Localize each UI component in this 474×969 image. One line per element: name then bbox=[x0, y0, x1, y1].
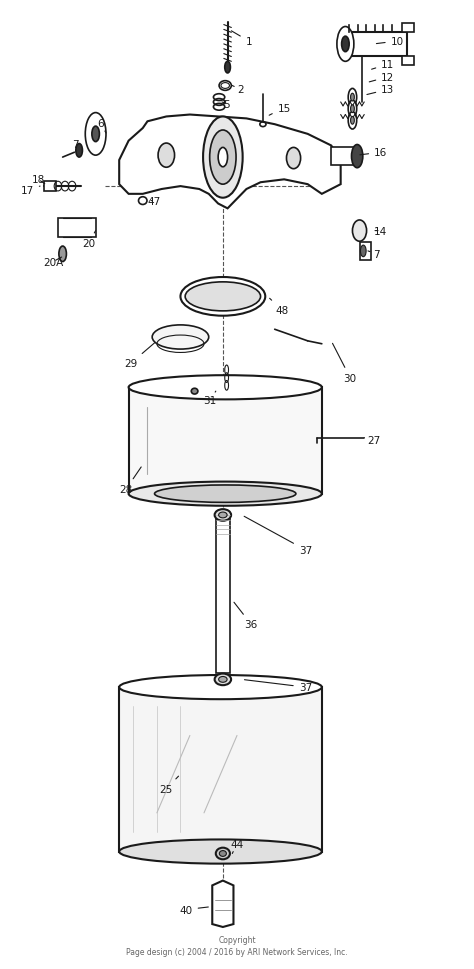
Circle shape bbox=[76, 144, 82, 158]
Text: 44: 44 bbox=[230, 839, 244, 854]
Bar bbox=[402, 23, 414, 33]
Text: 5: 5 bbox=[222, 100, 230, 109]
Ellipse shape bbox=[185, 283, 261, 312]
Bar bbox=[44, 182, 55, 192]
Text: 17: 17 bbox=[21, 186, 40, 196]
Bar bbox=[58, 219, 96, 238]
Text: 20A: 20A bbox=[43, 258, 64, 267]
Circle shape bbox=[203, 117, 243, 199]
Text: 29: 29 bbox=[124, 343, 155, 369]
Text: 12: 12 bbox=[369, 73, 394, 82]
Ellipse shape bbox=[219, 851, 227, 857]
Ellipse shape bbox=[219, 513, 227, 518]
Text: ARI PartStream...: ARI PartStream... bbox=[189, 494, 285, 504]
Text: 18: 18 bbox=[31, 175, 45, 185]
Ellipse shape bbox=[286, 148, 301, 170]
Text: Copyright
Page design (c) 2004 / 2016 by ARI Network Services, Inc.: Copyright Page design (c) 2004 / 2016 by… bbox=[126, 935, 348, 956]
Circle shape bbox=[337, 27, 354, 62]
Text: 2: 2 bbox=[232, 85, 244, 95]
Bar bbox=[128, 388, 322, 494]
Bar bbox=[119, 687, 322, 852]
Ellipse shape bbox=[128, 376, 322, 400]
Text: 7: 7 bbox=[73, 140, 82, 151]
Polygon shape bbox=[212, 881, 234, 927]
Text: 37: 37 bbox=[245, 680, 312, 693]
Circle shape bbox=[85, 113, 106, 156]
Circle shape bbox=[348, 89, 357, 107]
Text: 31: 31 bbox=[203, 391, 217, 405]
Text: 15: 15 bbox=[269, 104, 291, 116]
Ellipse shape bbox=[216, 848, 230, 860]
Circle shape bbox=[210, 131, 236, 185]
Ellipse shape bbox=[119, 839, 322, 863]
Circle shape bbox=[92, 127, 100, 142]
Text: 13: 13 bbox=[367, 85, 394, 95]
Circle shape bbox=[351, 106, 355, 113]
Ellipse shape bbox=[128, 483, 322, 506]
Ellipse shape bbox=[158, 144, 174, 168]
Circle shape bbox=[351, 117, 355, 125]
Circle shape bbox=[360, 246, 366, 258]
Text: 28: 28 bbox=[119, 467, 141, 494]
Bar bbox=[359, 243, 371, 261]
Ellipse shape bbox=[219, 676, 227, 682]
Polygon shape bbox=[119, 115, 341, 209]
Text: 47: 47 bbox=[148, 197, 161, 206]
Ellipse shape bbox=[119, 675, 322, 700]
Text: 40: 40 bbox=[180, 905, 209, 915]
Text: 27: 27 bbox=[364, 435, 380, 445]
Text: 16: 16 bbox=[360, 148, 387, 158]
Bar bbox=[341, 33, 407, 56]
Ellipse shape bbox=[155, 485, 296, 503]
Bar bbox=[331, 148, 357, 166]
Text: 7: 7 bbox=[368, 250, 379, 260]
Text: 14: 14 bbox=[374, 227, 387, 236]
Circle shape bbox=[342, 37, 349, 52]
Ellipse shape bbox=[215, 510, 231, 521]
Ellipse shape bbox=[138, 198, 147, 205]
Circle shape bbox=[348, 112, 357, 130]
Ellipse shape bbox=[191, 389, 198, 394]
Ellipse shape bbox=[353, 221, 366, 242]
Ellipse shape bbox=[152, 326, 209, 350]
Ellipse shape bbox=[181, 278, 265, 316]
Text: 10: 10 bbox=[376, 37, 404, 47]
Text: 36: 36 bbox=[234, 603, 258, 630]
Text: 20: 20 bbox=[82, 232, 96, 249]
Text: 6: 6 bbox=[97, 119, 106, 134]
Ellipse shape bbox=[215, 673, 231, 685]
Circle shape bbox=[351, 94, 355, 102]
Circle shape bbox=[348, 101, 357, 118]
Text: 1: 1 bbox=[231, 32, 252, 47]
Bar bbox=[402, 56, 414, 66]
Text: 11: 11 bbox=[372, 60, 394, 70]
Circle shape bbox=[218, 148, 228, 168]
Circle shape bbox=[59, 247, 66, 263]
Text: 30: 30 bbox=[332, 344, 356, 383]
Circle shape bbox=[225, 62, 230, 74]
Text: 37: 37 bbox=[244, 516, 312, 555]
Bar bbox=[216, 518, 230, 672]
Text: 25: 25 bbox=[160, 776, 179, 794]
Circle shape bbox=[352, 145, 363, 169]
Text: 48: 48 bbox=[270, 299, 288, 316]
